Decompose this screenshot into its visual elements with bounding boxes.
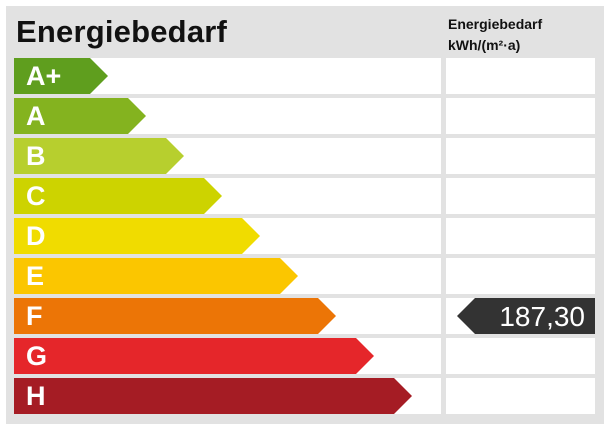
value-column-header: Energiebedarf kWh/(m²·a) xyxy=(448,14,542,56)
value-cell xyxy=(446,98,595,134)
class-arrow-shape xyxy=(14,138,184,174)
class-arrow-shape xyxy=(14,378,412,414)
class-arrow xyxy=(14,178,222,214)
value-cell xyxy=(446,258,595,294)
class-label: C xyxy=(26,181,46,211)
class-label: E xyxy=(26,261,45,291)
class-label: A xyxy=(26,101,46,131)
class-arrow-shape xyxy=(14,98,146,134)
class-arrow xyxy=(14,338,374,374)
class-arrow-shape xyxy=(14,258,298,294)
class-arrow-shape xyxy=(14,178,222,214)
class-label: B xyxy=(26,141,46,171)
value-cell xyxy=(446,138,595,174)
value-cell xyxy=(446,378,595,414)
class-label: A+ xyxy=(26,61,62,91)
class-arrow xyxy=(14,98,146,134)
indicator-value: 187,30 xyxy=(499,301,585,332)
class-arrow-shape xyxy=(14,338,374,374)
class-arrow xyxy=(14,298,336,334)
class-label: D xyxy=(26,221,46,251)
class-arrow-shape xyxy=(14,218,260,254)
value-cell xyxy=(446,58,595,94)
value-cell xyxy=(446,218,595,254)
class-arrow-shape xyxy=(14,298,336,334)
class-arrow xyxy=(14,258,298,294)
class-arrow xyxy=(14,218,260,254)
indicator-arrow xyxy=(457,298,595,334)
class-arrow-shape xyxy=(14,58,108,94)
value-cell xyxy=(446,338,595,374)
value-column-title: Energiebedarf xyxy=(448,16,543,32)
class-arrow xyxy=(14,378,412,414)
value-cell xyxy=(446,178,595,214)
class-arrow xyxy=(14,138,184,174)
page-title: Energiebedarf xyxy=(16,14,228,49)
class-label: G xyxy=(26,341,48,371)
class-label: H xyxy=(26,381,46,411)
class-label: F xyxy=(26,301,43,331)
class-arrow xyxy=(14,58,108,94)
energy-value-indicator: 187,30 xyxy=(457,298,595,334)
value-column-unit: kWh/(m²·a) xyxy=(448,37,521,53)
